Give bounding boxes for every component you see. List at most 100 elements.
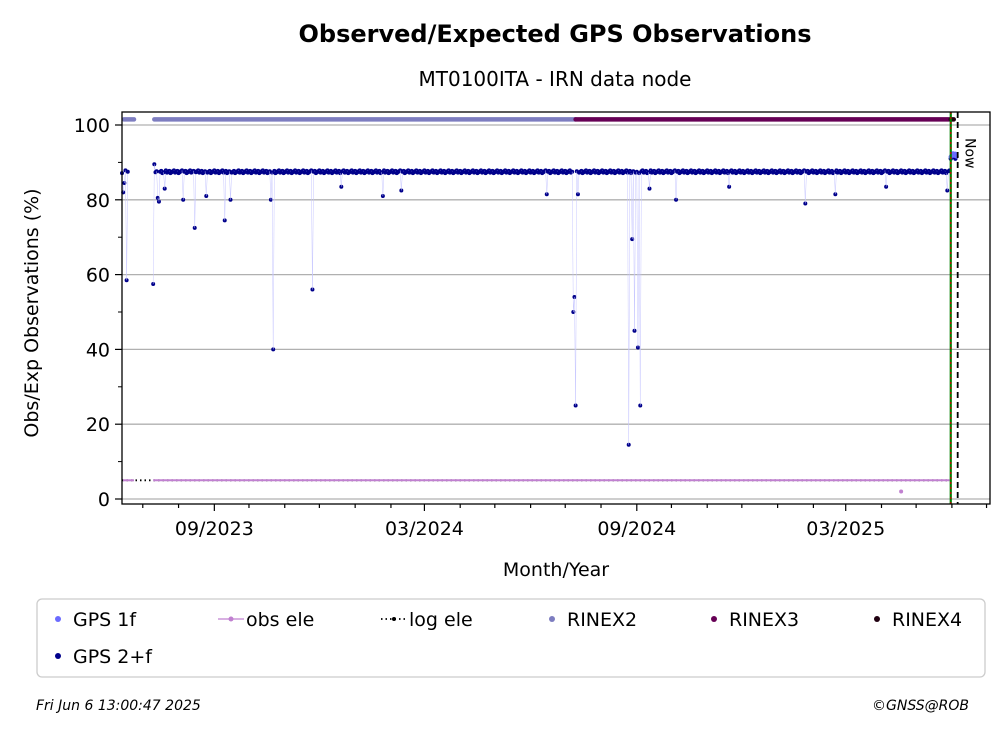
gps2f-connector (631, 171, 634, 240)
legend-label: log ele (409, 609, 473, 631)
gps2f-connector (640, 171, 642, 406)
now-label: Now (962, 138, 978, 169)
chart-subtitle: MT0100ITA - IRN data node (419, 67, 692, 91)
gps2f-connector (152, 164, 155, 284)
x-tick-label: 09/2024 (597, 518, 676, 540)
gps2f-connector (163, 172, 165, 189)
gps2f-connector (271, 172, 274, 350)
legend-item: GPS 2+f (55, 646, 153, 668)
legend-box (36, 598, 986, 678)
gps2f-connector (674, 170, 677, 200)
gps2f-connector (627, 172, 629, 445)
gps2f-connector (648, 172, 650, 189)
y-tick-label: 60 (86, 265, 110, 287)
y-tick-label: 20 (86, 414, 110, 436)
gps2f-connector (630, 173, 633, 240)
x-tick-label: 03/2025 (806, 518, 885, 540)
legend-item: log ele (381, 609, 473, 631)
legend-item: obs ele (218, 609, 314, 631)
legend-label: RINEX2 (567, 609, 637, 631)
gps2f-connector (223, 172, 225, 221)
gps2f-connector (382, 170, 385, 197)
legend-item: RINEX3 (711, 609, 799, 631)
legend-label: RINEX3 (729, 609, 799, 631)
gps2f-connector (636, 171, 639, 348)
gps2f-connector (311, 170, 313, 290)
grid-lines (122, 124, 990, 500)
y-tick-label: 0 (98, 489, 110, 511)
legend-item: RINEX2 (549, 609, 637, 631)
gps2f-connector (181, 170, 184, 200)
gps2f-connector (945, 173, 948, 191)
legend-marker (874, 616, 880, 622)
gps2f-connector (312, 171, 314, 290)
gps2f-connector (727, 173, 730, 187)
gps2f-connector (675, 171, 678, 200)
gps2f-connector (637, 173, 640, 348)
gps2f-connector (272, 170, 275, 350)
gps2f-connector (341, 171, 343, 187)
gps2f-connector (805, 171, 807, 204)
gps2f-point (125, 169, 130, 174)
gps2f-connector (545, 170, 548, 195)
gps2f-connector (224, 170, 227, 221)
gps2f-connector (126, 171, 129, 281)
gps2f-connector (833, 172, 836, 195)
gps2f-connector (193, 170, 195, 228)
gps2f-connector (399, 170, 402, 191)
gps2f-connector (885, 171, 888, 187)
y-tick-label: 40 (86, 339, 110, 361)
gps2f-connector (638, 173, 641, 406)
gps2f-connector (803, 170, 806, 204)
legend-marker (392, 617, 396, 621)
gps2f-connector (182, 171, 185, 200)
x-tick-label: 03/2024 (385, 518, 464, 540)
gps2f-connector (947, 171, 949, 191)
obs-ele-point (899, 489, 904, 494)
chart-title: Observed/Expected GPS Observations (299, 20, 812, 48)
footer-credit: ©GNSS@ROB (872, 698, 969, 714)
gps2f-connector (125, 170, 127, 281)
legend-item: GPS 1f (55, 609, 137, 631)
legend-marker (55, 653, 61, 659)
x-axis-ticks: 09/2023 03/2024 09/2024 03/2025 (142, 504, 988, 540)
legend-label: obs ele (246, 609, 314, 631)
legend-label: GPS 1f (73, 609, 137, 631)
legend-label: RINEX4 (892, 609, 962, 631)
gps2f-connector (230, 172, 232, 200)
series-layer (120, 117, 959, 494)
gps2f-connector (156, 171, 159, 198)
gps2f-connector (634, 172, 636, 331)
plot-frame (121, 111, 991, 505)
y-axis-ticks: 0 20 40 60 80 100 (74, 115, 122, 511)
gps2f-connector (628, 170, 631, 445)
y-tick-label: 80 (86, 190, 110, 212)
x-axis-label: Month/Year (503, 559, 609, 581)
vertical-markers (949, 112, 959, 504)
gps2f-connector (884, 170, 887, 187)
gps2f-connector (574, 297, 576, 406)
gps2f-connector (835, 170, 837, 195)
x-tick-label: 09/2023 (175, 518, 254, 540)
y-axis-label: Obs/Exp Observations (%) (21, 188, 43, 437)
gps2f-connector (206, 172, 208, 197)
legend-item: RINEX4 (874, 609, 962, 631)
legend: GPS 1f obs ele log ele RINEX2 RINEX3 RINEX4 GP… (55, 609, 962, 668)
legend-marker (228, 616, 234, 622)
gps2f-connector (229, 171, 231, 200)
gps2f-connector (728, 171, 731, 187)
gps2f-connector (576, 171, 579, 195)
gps2f-connector (381, 172, 384, 197)
footer-timestamp: Fri Jun 6 13:00:47 2025 (36, 698, 201, 714)
gps2f-connector (194, 172, 197, 228)
gps2f-connector (546, 171, 549, 195)
legend-marker (55, 616, 61, 622)
y-tick-label: 100 (74, 115, 110, 137)
gps2f-connector (571, 171, 574, 313)
gps2f-connector (339, 173, 342, 187)
gps2f-connector (269, 171, 272, 200)
gps2f-connector (158, 171, 161, 202)
legend-marker (711, 616, 717, 622)
legend-label: GPS 2+f (73, 646, 153, 668)
